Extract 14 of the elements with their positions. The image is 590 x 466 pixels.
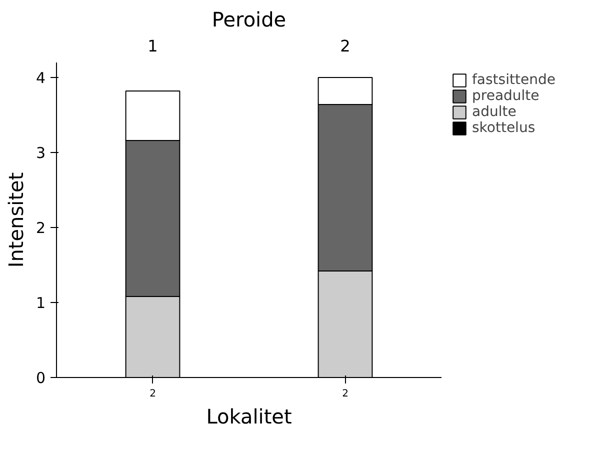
y-axis-title: Intensitet xyxy=(4,172,28,268)
y-tick-label: 0 xyxy=(36,369,46,387)
y-tick-label: 1 xyxy=(36,294,46,312)
y-tick-label: 4 xyxy=(36,69,46,87)
y-tick-label: 3 xyxy=(36,144,46,162)
legend-label: skottelus xyxy=(472,120,536,136)
legend-label: preadulte xyxy=(472,88,540,104)
text: 2 xyxy=(340,36,350,56)
legend-label: fastsittende xyxy=(472,72,556,88)
x-axis-title: Lokalitet xyxy=(206,404,292,428)
y-tick-label: 2 xyxy=(36,219,46,237)
legend-label: adulte xyxy=(472,104,516,120)
chart-title: Peroide xyxy=(212,8,286,32)
text: 1 xyxy=(148,36,158,56)
